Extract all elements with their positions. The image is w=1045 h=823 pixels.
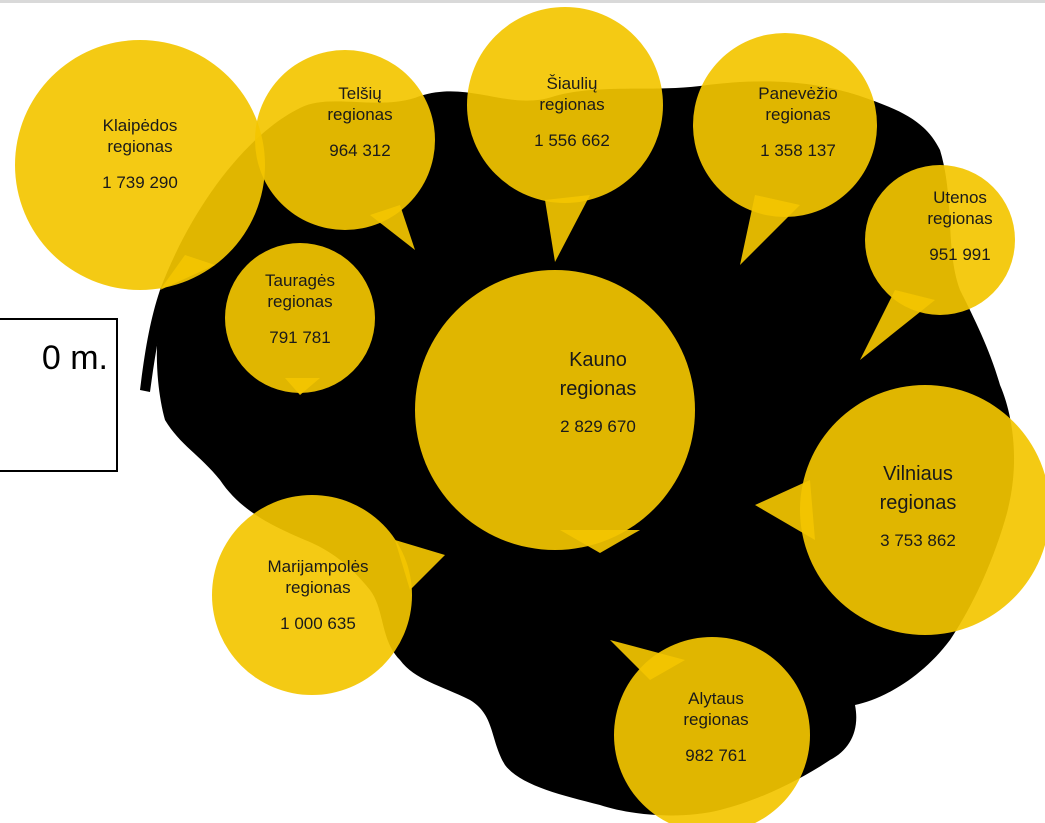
region-name: Vilniaus bbox=[883, 463, 953, 485]
bubble-siauliu bbox=[467, 7, 663, 262]
bubble-utenos bbox=[860, 165, 1015, 360]
region-value: 982 761 bbox=[685, 745, 747, 765]
label-vilniaus: Vilniaus regionas 3 753 862 bbox=[880, 462, 957, 551]
bubble-marijampoles bbox=[212, 495, 445, 695]
label-alytaus: Alytaus regionas 982 761 bbox=[683, 688, 748, 766]
label-siauliu: Šiaulių regionas 1 556 662 bbox=[534, 73, 610, 151]
region-name: Kauno bbox=[569, 349, 627, 371]
region-value: 1 358 137 bbox=[760, 140, 836, 160]
region-name: regionas bbox=[765, 105, 831, 125]
label-panevezio: Panevėžio regionas 1 358 137 bbox=[758, 83, 837, 161]
top-divider bbox=[0, 0, 1045, 3]
region-name: Utenos bbox=[933, 188, 987, 207]
region-name: Telšių bbox=[338, 84, 382, 103]
coastal-spit bbox=[140, 290, 168, 392]
region-value: 3 753 862 bbox=[880, 531, 956, 550]
region-name: regionas bbox=[267, 292, 333, 312]
region-name: regionas bbox=[107, 137, 173, 157]
label-taurages: Tauragės regionas 791 781 bbox=[265, 270, 335, 348]
title-text: 0 m. bbox=[41, 339, 108, 377]
region-name: Marijampolės bbox=[267, 557, 369, 576]
region-name: regionas bbox=[539, 95, 605, 115]
label-klaipedos: Klaipėdos regionas 1 739 290 bbox=[102, 115, 178, 193]
bubble-kauno bbox=[415, 270, 695, 553]
label-kauno: Kauno regionas 2 829 670 bbox=[560, 348, 637, 437]
label-utenos: Utenos regionas 951 991 bbox=[927, 187, 992, 265]
bubble-panevezio bbox=[693, 33, 877, 265]
region-name: Panevėžio bbox=[758, 84, 838, 103]
region-value: 951 991 bbox=[929, 244, 991, 264]
region-value: 2 829 670 bbox=[560, 417, 636, 436]
bubble-telsiu bbox=[255, 50, 435, 250]
label-telsiu: Telšių regionas 964 312 bbox=[327, 83, 392, 161]
region-name: regionas bbox=[285, 578, 351, 598]
region-value: 791 781 bbox=[269, 327, 331, 347]
bubble-taurages bbox=[225, 243, 375, 395]
region-name: Tauragės bbox=[265, 271, 335, 290]
region-name: regionas bbox=[327, 105, 393, 125]
region-name: regionas bbox=[879, 492, 957, 514]
region-value: 1 556 662 bbox=[534, 130, 610, 150]
region-value: 964 312 bbox=[329, 140, 391, 160]
bubble-alytaus bbox=[610, 637, 810, 823]
bubble-klaipedos bbox=[15, 40, 265, 290]
label-marijampoles: Marijampolės regionas 1 000 635 bbox=[267, 556, 368, 634]
region-name: Alytaus bbox=[688, 689, 744, 708]
title-box: 0 m. bbox=[0, 318, 118, 472]
bubble-vilniaus bbox=[755, 385, 1045, 635]
region-name: regionas bbox=[559, 378, 637, 400]
region-name: Šiaulių bbox=[546, 74, 598, 93]
region-value: 1 739 290 bbox=[102, 172, 178, 192]
region-name: Klaipėdos bbox=[102, 116, 178, 135]
region-name: regionas bbox=[927, 209, 993, 229]
region-value: 1 000 635 bbox=[280, 613, 356, 633]
region-name: regionas bbox=[683, 710, 749, 730]
